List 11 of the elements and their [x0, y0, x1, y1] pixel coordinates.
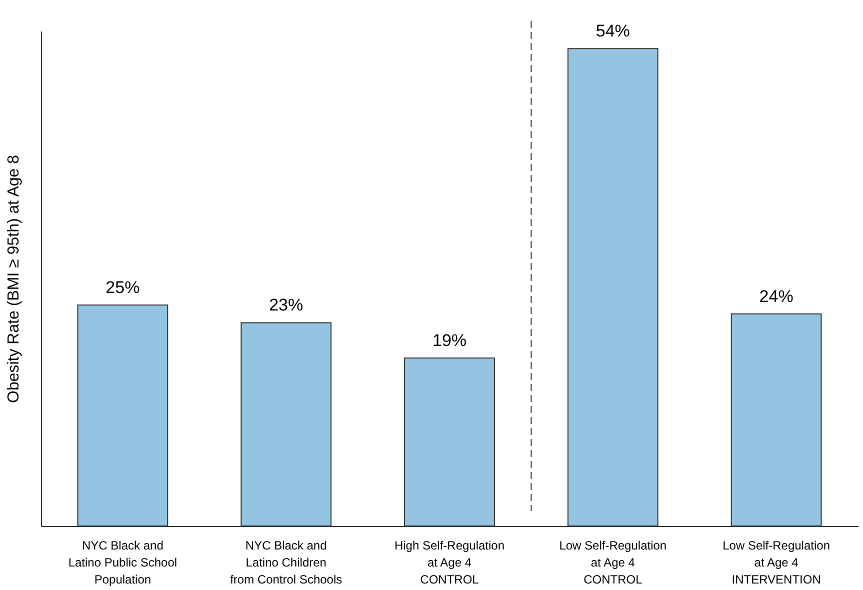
x-tick-label: High Self-Regulation at Age 4 CONTROL	[394, 538, 505, 586]
data-label: 24%	[759, 286, 794, 306]
data-label: 25%	[106, 278, 140, 298]
y-axis-title: Obesity Rate (BMI ≥ 95th) at Age 8	[6, 154, 22, 404]
data-label: 23%	[269, 296, 304, 315]
data-label: 19%	[432, 331, 467, 350]
x-tick-label: Low Self-Regulation at Age 4 INTERVENTION	[722, 538, 830, 586]
data-label: 54%	[596, 22, 630, 41]
x-tick-label: NYC Black and Latino Children from Control Schools	[230, 538, 342, 586]
x-tick-label: NYC Black and Latino Public School Population	[68, 538, 178, 586]
x-tick-label: Low Self-Regulation at Age 4 CONTROL	[559, 538, 667, 586]
